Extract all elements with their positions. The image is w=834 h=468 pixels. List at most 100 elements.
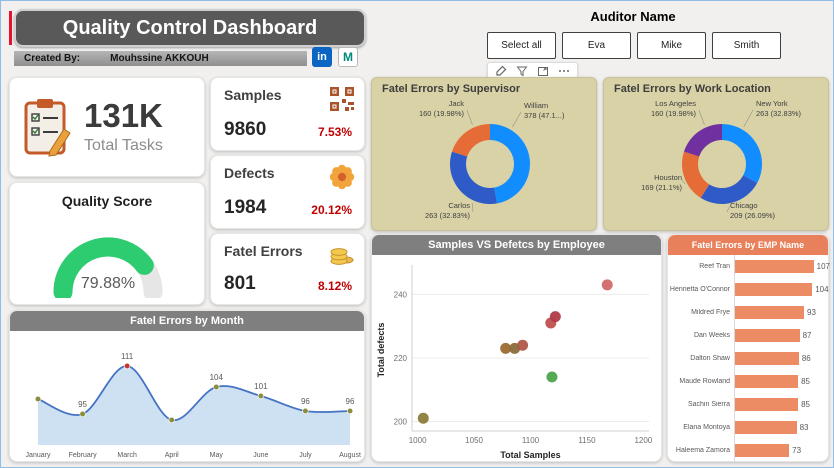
emp-name-label: Reef Tran: [699, 263, 730, 270]
quality-score-title: Quality Score: [61, 193, 153, 209]
fatel-errors-value: 801: [224, 273, 256, 294]
svg-text:1050: 1050: [465, 436, 483, 445]
emp-bar-value: 86: [801, 354, 811, 363]
svg-text:111: 111: [121, 352, 134, 361]
svg-text:220: 220: [394, 354, 408, 363]
svg-text:August: August: [339, 452, 361, 459]
medium-icon[interactable]: M: [338, 47, 358, 67]
more-options-icon[interactable]: [558, 65, 570, 77]
emp-bar[interactable]: [735, 306, 805, 319]
emp-bar-row[interactable]: Sachin Sierra 85: [668, 393, 830, 416]
emp-bar-row[interactable]: Haleema Zamora 73: [668, 439, 830, 462]
samples-pct: 7.53%: [317, 125, 352, 139]
emp-bar-row[interactable]: Henrietta O'Connor 104: [668, 278, 830, 301]
emp-bar-row[interactable]: Maude Rowland 85: [668, 370, 830, 393]
svg-text:95: 95: [78, 400, 87, 409]
emp-name-label: Haleema Zamora: [675, 447, 730, 454]
auditor-slicer: Select all Eva Mike Smith: [487, 32, 781, 59]
svg-text:96: 96: [346, 397, 355, 406]
linkedin-icon[interactable]: in: [312, 47, 332, 67]
defects-pct: 20.12%: [311, 203, 352, 217]
emp-bar-value: 104: [815, 285, 829, 294]
emp-name-label: Dalton Shaw: [690, 355, 730, 362]
svg-text:Total Samples: Total Samples: [500, 450, 560, 460]
red-accent-bar: [9, 11, 12, 45]
total-tasks-value: 131K: [84, 97, 163, 134]
errors-by-work-location-card: Fatel Errors by Work Location New York 26…: [603, 77, 829, 231]
emp-bar-value: 85: [801, 377, 810, 386]
samples-vs-defects-title: Samples VS Defetcs by Employee: [372, 235, 661, 255]
supervisor-donut-chart[interactable]: William 378 (47.1...) Carlos 263 (32.83%) Ja…: [372, 78, 598, 232]
emp-bar[interactable]: [735, 260, 814, 273]
total-tasks-card: 131K Total Tasks: [9, 77, 205, 177]
svg-text:March: March: [117, 452, 137, 459]
svg-text:February: February: [69, 452, 98, 459]
work-location-donut-chart[interactable]: New York 263 (32.83%) Chicago 209 (26.09%) H…: [604, 78, 830, 232]
flower-icon: [329, 164, 355, 190]
emp-name-label: Maude Rowland: [679, 378, 730, 385]
slicer-option-mike[interactable]: Mike: [637, 32, 706, 59]
svg-text:July: July: [299, 452, 312, 459]
errors-by-month-card: Fatel Errors by Month January 95 February 1…: [9, 310, 365, 462]
svg-text:209 (26.09%): 209 (26.09%): [730, 211, 776, 220]
samples-card: Samples 9860 7.53%: [210, 77, 365, 151]
page-title-text: Quality Control Dashboard: [62, 16, 318, 39]
emp-bar[interactable]: [735, 375, 799, 388]
svg-text:240: 240: [394, 290, 408, 299]
clipboard-icon: [24, 99, 71, 157]
svg-text:Jack: Jack: [449, 99, 465, 108]
svg-text:96: 96: [301, 397, 310, 406]
emp-bar[interactable]: [735, 283, 813, 296]
emp-bar[interactable]: [735, 352, 799, 365]
emp-bar-row[interactable]: Dan Weeks 87: [668, 324, 830, 347]
emp-name-label: Sachin Sierra: [687, 401, 730, 408]
emp-bar[interactable]: [735, 444, 790, 457]
samples-label: Samples: [224, 87, 282, 103]
samples-vs-defects-card: Samples VS Defetcs by Employee 200 220 240…: [371, 234, 662, 462]
errors-by-emp-chart[interactable]: Reef Tran 107 Henrietta O'Connor 104 Mildred…: [668, 255, 830, 463]
emp-bar[interactable]: [735, 421, 797, 434]
slicer-option-smith[interactable]: Smith: [712, 32, 781, 59]
emp-bar-value: 85: [801, 400, 810, 409]
errors-by-month-chart[interactable]: January 95 February 111 March April 104 May 101 J…: [10, 331, 366, 463]
svg-text:January: January: [26, 452, 51, 459]
svg-text:1100: 1100: [522, 436, 540, 445]
total-tasks-text: 131K Total Tasks: [84, 99, 163, 155]
created-by-label: Created By:: [24, 53, 81, 64]
slicer-option-eva[interactable]: Eva: [562, 32, 631, 59]
coins-icon: [330, 248, 354, 265]
defects-card: Defects 1984 20.12%: [210, 155, 365, 229]
focus-mode-icon[interactable]: [537, 65, 549, 77]
fatel-errors-pct: 8.12%: [317, 279, 352, 293]
slicer-option-select-all[interactable]: Select all: [487, 32, 556, 59]
samples-vs-defects-chart[interactable]: 200 220 240 1000 1050 1100 1150 1200 Total defec…: [372, 255, 663, 463]
emp-bar-value: 83: [799, 423, 809, 432]
filter-icon[interactable]: [516, 65, 528, 77]
svg-text:263 (32.83%): 263 (32.83%): [425, 211, 471, 220]
eraser-icon[interactable]: [495, 65, 507, 77]
svg-text:263 (32.83%): 263 (32.83%): [756, 109, 802, 118]
emp-bar-value: 93: [807, 308, 816, 317]
emp-bar-row[interactable]: Reef Tran 107: [668, 255, 830, 278]
svg-text:160 (19.98%): 160 (19.98%): [419, 109, 465, 118]
quality-score-gauge[interactable]: 79.88%: [10, 210, 206, 302]
svg-text:New York: New York: [756, 99, 788, 108]
errors-by-emp-title: Fatel Errors by EMP Name: [668, 235, 828, 255]
svg-text:Houston: Houston: [654, 173, 682, 182]
svg-text:1000: 1000: [409, 436, 427, 445]
emp-bar[interactable]: [735, 398, 799, 411]
created-by-bar: Created By: Mouhssine AKKOUH: [14, 51, 307, 66]
emp-bar[interactable]: [735, 329, 800, 342]
emp-bar-row[interactable]: Elana Montoya 83: [668, 416, 830, 439]
svg-text:Total defects: Total defects: [376, 323, 386, 378]
emp-bar-row[interactable]: Mildred Frye 93: [668, 301, 830, 324]
emp-name-label: Mildred Frye: [691, 309, 730, 316]
errors-by-work-location-title: Fatel Errors by Work Location: [614, 83, 771, 95]
emp-bar-row[interactable]: Dalton Shaw 86: [668, 347, 830, 370]
fatel-errors-label: Fatel Errors: [224, 243, 303, 259]
errors-by-supervisor-card: Fatel Errors by Supervisor William 378 (4…: [371, 77, 597, 231]
svg-text:June: June: [253, 452, 268, 459]
slicer-title: Auditor Name: [590, 9, 676, 24]
svg-text:101: 101: [254, 382, 268, 391]
